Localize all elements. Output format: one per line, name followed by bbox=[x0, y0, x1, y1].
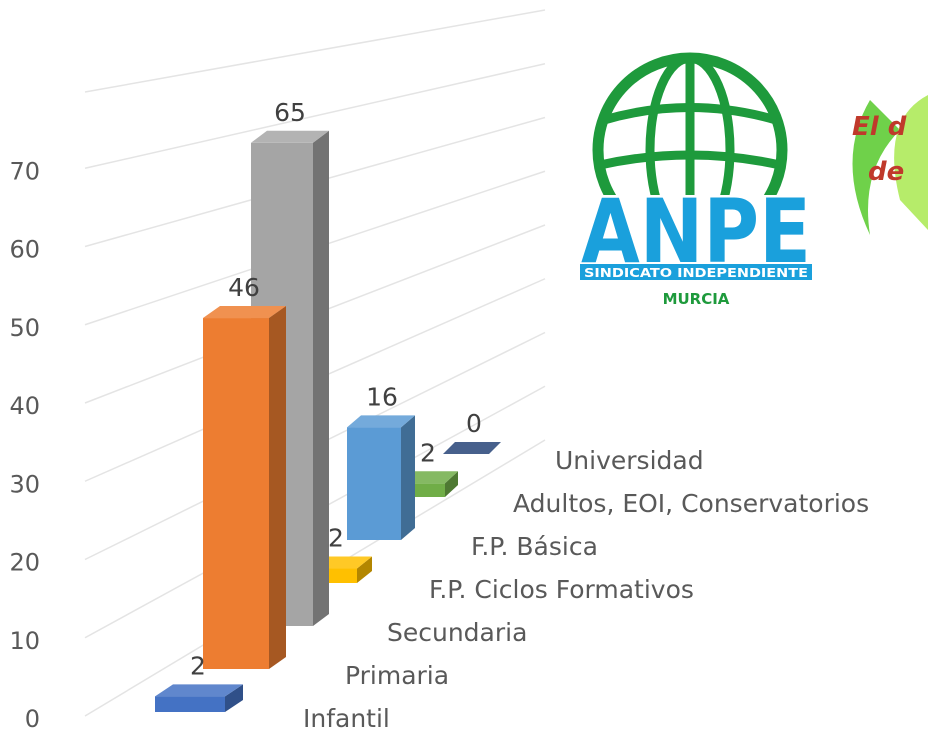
swoosh bbox=[894, 95, 928, 230]
globe-parallel bbox=[599, 150, 781, 170]
bar-group bbox=[203, 306, 286, 669]
y-tick-label: 70 bbox=[9, 157, 40, 185]
y-tick-label: 0 bbox=[25, 705, 40, 733]
x-tick-label: F.P. Ciclos Formativos bbox=[429, 575, 694, 604]
value-label: 46 bbox=[228, 273, 260, 302]
x-tick-label: Adultos, EOI, Conservatorios bbox=[513, 489, 869, 518]
y-tick-label: 10 bbox=[9, 627, 40, 655]
bar-group bbox=[155, 684, 243, 712]
slogan-line: El d bbox=[852, 112, 907, 142]
globe-parallel bbox=[602, 103, 778, 125]
y-tick-label: 60 bbox=[9, 236, 40, 264]
logo-region: MURCIA bbox=[663, 290, 730, 308]
bar-side bbox=[225, 684, 243, 712]
bar-top bbox=[347, 415, 415, 428]
y-tick-label: 30 bbox=[9, 470, 40, 498]
bar-side bbox=[313, 130, 329, 626]
x-tick-label: Secundaria bbox=[387, 618, 527, 647]
bar-top bbox=[155, 684, 243, 697]
value-label: 65 bbox=[274, 98, 306, 127]
bar bbox=[155, 696, 225, 712]
bar-side bbox=[445, 471, 458, 497]
bar-side bbox=[357, 556, 372, 583]
grid-line bbox=[84, 9, 546, 93]
bar-group bbox=[347, 415, 415, 540]
value-label: 2 bbox=[190, 651, 206, 680]
x-tick-label: Primaria bbox=[345, 661, 449, 690]
slogan-line: de bbox=[868, 157, 904, 187]
value-label: 0 bbox=[466, 409, 482, 438]
logo-subtitle: SINDICATO INDEPENDIENTE bbox=[584, 266, 808, 280]
value-label: 2 bbox=[420, 438, 436, 467]
y-tick-label: 20 bbox=[9, 549, 40, 577]
x-tick-label: F.P. Básica bbox=[471, 532, 598, 561]
grid-line bbox=[84, 63, 546, 169]
bar-side bbox=[269, 306, 286, 669]
swoosh bbox=[852, 100, 900, 235]
x-tick-label: Infantil bbox=[303, 704, 390, 733]
logo: ANPE SINDICATO INDEPENDIENTE MURCIA bbox=[580, 52, 812, 308]
x-tick-label: Universidad bbox=[555, 446, 704, 475]
bar-top bbox=[251, 130, 329, 143]
bar-top bbox=[203, 306, 286, 319]
bar-top bbox=[443, 442, 501, 454]
bar-side bbox=[401, 415, 415, 540]
bar bbox=[347, 427, 401, 540]
y-tick-label: 50 bbox=[9, 314, 40, 342]
slogan: El d de bbox=[852, 95, 928, 235]
bar-group bbox=[443, 442, 501, 454]
value-label: 2 bbox=[328, 524, 344, 553]
logo-strip bbox=[580, 264, 812, 280]
value-label: 16 bbox=[366, 382, 398, 411]
y-tick-label: 40 bbox=[9, 392, 40, 420]
bar bbox=[203, 318, 269, 669]
